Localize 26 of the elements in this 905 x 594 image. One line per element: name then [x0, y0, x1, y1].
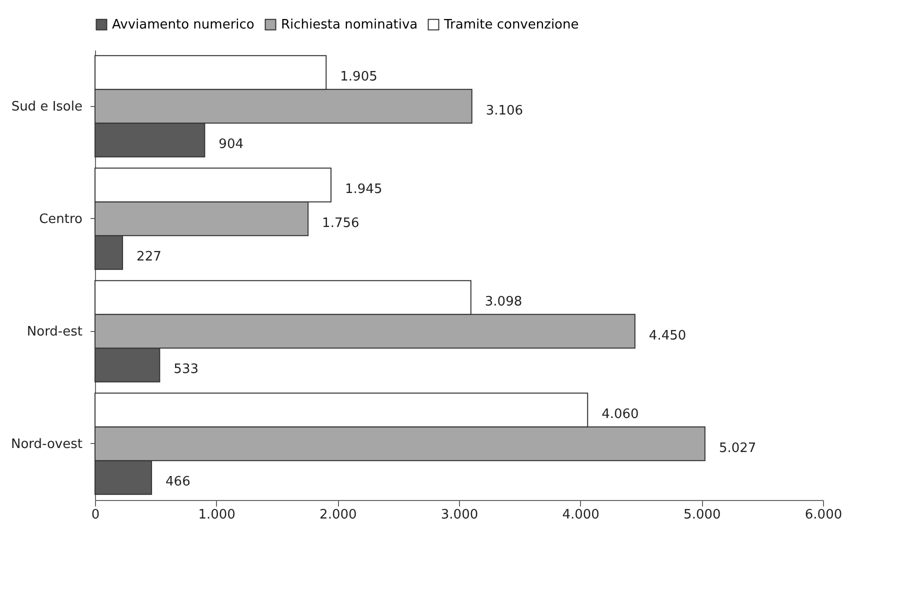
- y-tick-label: Sud e Isole: [11, 99, 82, 114]
- x-tick-label: 3.000: [440, 508, 478, 522]
- x-tick-label: 5.000: [684, 508, 721, 522]
- data-label: 5.027: [718, 440, 756, 456]
- data-label: 227: [136, 250, 162, 264]
- y-tick-label: Centro: [39, 212, 83, 227]
- y-tick-label: Nord-est: [26, 324, 82, 340]
- x-tick-label: 0: [91, 508, 100, 522]
- data-label: 4.450: [648, 328, 686, 344]
- data-label: 4.060: [602, 407, 639, 422]
- data-label: 533: [174, 362, 198, 377]
- legend-label: Avviamento numerico: [112, 18, 254, 33]
- data-label: 1.905: [340, 70, 378, 84]
- y-tick-label: Nord-ovest: [11, 436, 82, 452]
- x-tick-label: 6.000: [804, 508, 842, 522]
- data-label: 466: [166, 474, 190, 490]
- legend-label: Richiesta nominativa: [281, 18, 418, 33]
- data-label: 1.756: [322, 216, 360, 231]
- data-label: 1.945: [344, 182, 382, 197]
- x-tick-label: 4.000: [562, 508, 600, 522]
- data-label: 904: [218, 137, 244, 152]
- legend-label: Tramite convenzione: [443, 18, 579, 33]
- x-tick-label: 1.000: [198, 508, 236, 522]
- data-label: 3.106: [486, 103, 524, 118]
- x-tick-label: 2.000: [320, 508, 357, 522]
- data-label: 3.098: [484, 294, 522, 310]
